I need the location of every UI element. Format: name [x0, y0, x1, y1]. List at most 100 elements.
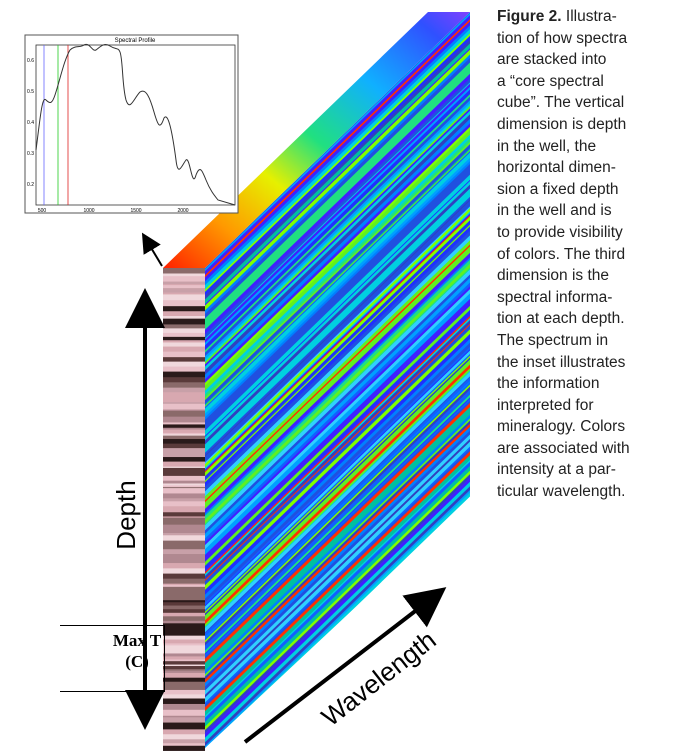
stripe [163, 319, 205, 325]
stripe [163, 686, 205, 690]
caption-line: The spectrum in [497, 332, 608, 349]
stripe [163, 723, 205, 728]
stripe [163, 472, 205, 476]
stripe [163, 398, 205, 403]
stripe [163, 739, 205, 743]
stripe [163, 448, 205, 453]
stripe [163, 717, 205, 723]
stripe [163, 333, 205, 337]
stripe [163, 417, 205, 423]
stripe [163, 694, 205, 699]
stripe [163, 563, 205, 569]
stripe [163, 352, 205, 358]
caption-line: tion at each depth. [497, 310, 625, 327]
stripe [163, 574, 205, 580]
inset-x-tick: 500 [38, 208, 47, 214]
stripe [163, 587, 205, 591]
caption-line: Illustra- [566, 8, 617, 25]
caption-line: the inset illustrates [497, 354, 625, 371]
inset-x-tick: 2000 [177, 208, 188, 214]
caption-line: are stacked into [497, 51, 606, 68]
caption-line: dimension is the [497, 267, 609, 284]
caption-line: ticular wavelength. [497, 483, 625, 500]
stripe [163, 377, 205, 383]
caption-line: intensity at a par- [497, 461, 616, 478]
caption-line: in the well and is [497, 202, 612, 219]
stripe [163, 595, 205, 601]
stripe [163, 699, 205, 705]
header-line: Max T [110, 630, 164, 651]
stripe [163, 452, 205, 457]
stripe [163, 276, 205, 282]
stripe [163, 488, 205, 494]
stripe [163, 476, 205, 480]
stripe [163, 468, 205, 473]
stripe [163, 568, 205, 574]
stripe [163, 367, 205, 373]
stripe [163, 606, 205, 610]
stripe [163, 734, 205, 740]
stripe [163, 648, 205, 654]
page: Spectral Profile 0.60.50.40.30.250010001… [0, 0, 684, 753]
stripe [163, 623, 205, 628]
stripe [163, 462, 205, 468]
table-header: Max T(C) [60, 625, 165, 692]
inset-y-tick: 0.2 [27, 182, 34, 188]
depth-label: Depth [111, 480, 141, 549]
stripe [163, 661, 205, 665]
caption-line: horizontal dimen- [497, 159, 616, 176]
stripe [163, 404, 205, 410]
stripe [163, 609, 205, 613]
caption-label: Figure 2. [497, 8, 562, 25]
stripe [163, 602, 205, 606]
inset-y-tick: 0.5 [27, 89, 34, 95]
stripe [163, 436, 205, 440]
inset-frame [25, 35, 238, 213]
stripe [163, 501, 205, 506]
stripe [163, 613, 205, 617]
inset-y-tick: 0.6 [27, 58, 34, 64]
header-line: (C) [110, 651, 164, 672]
stripe [163, 525, 205, 531]
caption-line: tion of how spectra [497, 30, 627, 47]
caption-line: a “core spectral [497, 73, 604, 90]
stripe [163, 544, 205, 550]
stripe [163, 357, 205, 362]
stripe [163, 498, 205, 502]
inset-y-tick: 0.4 [27, 120, 34, 126]
stripe [163, 306, 205, 312]
cube-front [163, 268, 205, 751]
inset-arrow [144, 236, 162, 266]
stripe [163, 342, 205, 347]
caption-line: to provide visibility [497, 224, 623, 241]
stripe [163, 704, 205, 710]
stripe [163, 656, 205, 659]
stripe [163, 411, 205, 417]
stripe [163, 579, 205, 584]
stripe [163, 302, 205, 307]
inset-x-tick: 1500 [130, 208, 141, 214]
stripe [163, 362, 205, 367]
stripe [163, 690, 205, 695]
stripe [163, 372, 205, 378]
inset-x-tick: 1000 [83, 208, 94, 214]
stripe [163, 640, 205, 644]
stripe [163, 285, 205, 288]
caption-line: spectral informa- [497, 289, 612, 306]
stripe [163, 439, 205, 444]
stripe [163, 347, 205, 353]
stripe [163, 549, 205, 554]
stripe [163, 530, 205, 534]
caption-line: sion a fixed depth [497, 181, 619, 198]
caption-line: of colors. The third [497, 246, 625, 263]
stripe [163, 627, 205, 633]
stripe [163, 382, 205, 388]
stripe [163, 666, 205, 670]
stripe [163, 288, 205, 293]
stripe [163, 311, 205, 316]
stripe [163, 429, 205, 433]
caption: Figure 2. Illustra-tion of how spectra ar… [497, 6, 684, 503]
caption-line: cube”. The vertical [497, 94, 624, 111]
stripe [163, 294, 205, 300]
stripe [163, 518, 205, 523]
